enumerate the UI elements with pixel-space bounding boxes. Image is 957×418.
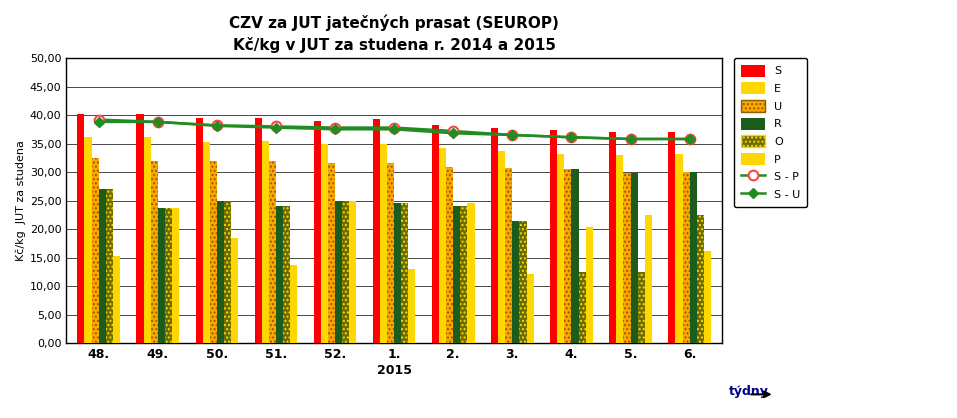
S - U	[684, 136, 696, 141]
Bar	[113, 256, 120, 343]
Bar	[105, 189, 113, 343]
S - U	[389, 127, 400, 132]
S - U	[566, 135, 577, 140]
S - P	[566, 135, 577, 140]
S - U	[625, 136, 636, 141]
Bar	[321, 143, 328, 343]
Bar	[349, 201, 356, 343]
Bar	[550, 130, 557, 343]
Bar	[373, 119, 380, 343]
S - P	[270, 124, 281, 129]
Bar	[158, 208, 165, 343]
S - U	[270, 125, 281, 130]
Bar	[314, 121, 321, 343]
Bar	[623, 173, 631, 343]
Bar	[439, 148, 446, 343]
Bar	[645, 215, 652, 343]
Bar	[380, 143, 387, 343]
Bar	[446, 168, 454, 343]
Bar	[586, 227, 592, 343]
Bar	[144, 137, 150, 343]
Legend: S, E, U, R, O, P, S - P, S - U: S, E, U, R, O, P, S - P, S - U	[734, 58, 807, 207]
Bar	[505, 168, 512, 343]
Bar	[328, 163, 335, 343]
Bar	[335, 201, 343, 343]
Bar	[557, 154, 565, 343]
Bar	[682, 172, 690, 343]
S - P	[625, 136, 636, 141]
Bar	[460, 206, 467, 343]
Bar	[499, 151, 505, 343]
S - P	[389, 125, 400, 130]
Bar	[269, 161, 276, 343]
Bar	[150, 161, 158, 343]
Bar	[668, 132, 676, 343]
S - P	[93, 117, 104, 122]
Bar	[78, 114, 84, 343]
Bar	[224, 201, 231, 343]
S - U	[448, 131, 459, 136]
S - P	[152, 120, 164, 125]
Bar	[172, 208, 179, 343]
Bar	[512, 221, 520, 343]
Bar	[409, 269, 415, 343]
Bar	[579, 272, 586, 343]
S - P	[684, 136, 696, 141]
Bar	[676, 154, 682, 343]
Bar	[343, 201, 349, 343]
Bar	[99, 189, 105, 343]
Bar	[637, 272, 645, 343]
S - P	[211, 123, 223, 128]
Title: CZV za JUT jatečných prasat (SEUROP)
Kč/kg v JUT za studena r. 2014 a 2015: CZV za JUT jatečných prasat (SEUROP) Kč/…	[230, 15, 559, 53]
Bar	[84, 137, 92, 343]
Bar	[262, 141, 269, 343]
Bar	[283, 206, 290, 343]
Line: S - U: S - U	[95, 118, 693, 143]
Bar	[92, 158, 99, 343]
Bar	[690, 172, 697, 343]
S - P	[448, 128, 459, 133]
Line: S - P: S - P	[94, 115, 695, 144]
X-axis label: 2015: 2015	[377, 364, 412, 377]
Bar	[401, 204, 409, 343]
Bar	[571, 169, 579, 343]
Bar	[231, 237, 238, 343]
S - U	[152, 120, 164, 125]
Bar	[697, 215, 703, 343]
S - P	[506, 133, 518, 138]
Bar	[210, 161, 217, 343]
S - U	[329, 127, 341, 132]
Bar	[387, 163, 394, 343]
Bar	[203, 142, 210, 343]
Bar	[631, 173, 637, 343]
Bar	[491, 128, 499, 343]
S - U	[506, 133, 518, 138]
Bar	[195, 118, 203, 343]
Bar	[520, 221, 526, 343]
Bar	[454, 206, 460, 343]
S - U	[211, 123, 223, 128]
Bar	[526, 273, 534, 343]
Y-axis label: Kč/kg  JUT za studena: Kč/kg JUT za studena	[15, 140, 26, 261]
Bar	[616, 155, 623, 343]
Bar	[137, 114, 144, 343]
Bar	[467, 204, 475, 343]
Bar	[255, 118, 262, 343]
Bar	[276, 206, 283, 343]
Text: týdny: týdny	[729, 385, 769, 398]
Bar	[290, 265, 298, 343]
Bar	[165, 208, 172, 343]
Bar	[394, 204, 401, 343]
Bar	[565, 169, 571, 343]
Bar	[432, 125, 439, 343]
S - P	[329, 125, 341, 130]
Bar	[217, 201, 224, 343]
S - U	[93, 120, 104, 125]
Bar	[703, 251, 711, 343]
Bar	[610, 132, 616, 343]
